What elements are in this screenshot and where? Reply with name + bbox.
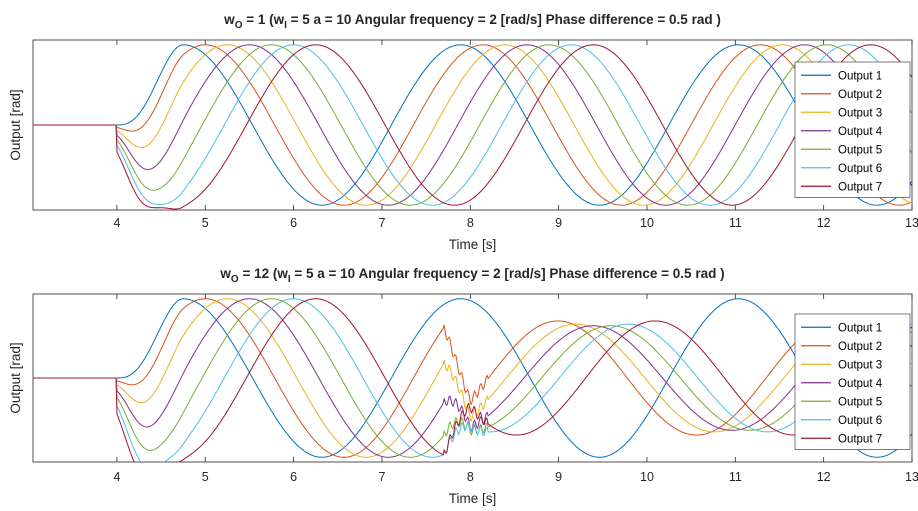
x-tick-label: 10 [640,216,654,230]
x-axis-label: Time [s] [449,491,497,506]
series-line-3 [33,298,912,458]
series-line-6 [33,44,912,206]
x-axis-label: Time [s] [449,237,497,252]
legend-label: Output 7 [838,433,882,445]
y-axis-label: Output [rad] [8,89,23,160]
legend-label: Output 5 [838,396,882,408]
legend-label: Output 1 [838,322,882,334]
x-tick-label: 11 [729,470,742,484]
plot-area [32,39,913,211]
x-tick-label: 13 [905,216,918,230]
x-tick-label: 13 [905,470,918,484]
series-line-2 [33,44,912,206]
x-tick-label: 8 [467,470,474,484]
series-line-4 [33,44,912,206]
chart-title: wO = 12 (wI = 5 a = 10 Angular frequency… [219,266,724,285]
series-line-5 [33,298,912,458]
legend-label: Output 6 [838,163,882,175]
x-tick-label: 4 [113,470,120,484]
series-line-1 [33,44,912,206]
x-tick-label: 9 [555,216,562,230]
legend-label: Output 1 [838,70,882,82]
chart-title: wO = 1 (wI = 5 a = 10 Angular frequency … [223,12,721,31]
legend-label: Output 6 [838,415,882,427]
legend-label: Output 4 [838,126,883,138]
series-line-1 [33,298,912,458]
y-axis-label: Output [rad] [8,342,23,413]
legend: Output 1 Output 2 Output 3 Output 4 Output 5… [794,313,911,450]
legend-label: Output 7 [838,181,882,193]
x-tick-label: 4 [113,216,120,230]
series-line-2 [33,298,912,458]
legend-label: Output 3 [838,359,882,371]
x-tick-label: 7 [378,216,385,230]
series-line-3 [33,44,912,206]
x-tick-label: 9 [555,470,562,484]
series-line-5 [33,44,912,206]
legend: Output 1 Output 2 Output 3 Output 4 Output 5… [794,61,911,198]
x-tick-label: 5 [202,470,209,484]
x-tick-label: 12 [817,216,831,230]
legend-label: Output 4 [838,378,883,390]
legend-label: Output 2 [838,89,882,101]
series-line-6 [33,298,912,462]
x-tick-label: 12 [817,470,831,484]
legend-label: Output 3 [838,107,882,119]
series-line-7 [33,44,912,210]
x-tick-label: 11 [729,216,742,230]
chart-top: wO = 1 (wI = 5 a = 10 Angular frequency … [8,12,918,252]
x-tick-label: 6 [290,470,297,484]
x-tick-label: 10 [640,470,654,484]
series-line-7 [33,298,912,462]
legend-label: Output 5 [838,144,882,156]
x-tick-label: 6 [290,216,297,230]
x-tick-label: 7 [378,470,385,484]
legend-label: Output 2 [838,341,882,353]
chart-bottom: wO = 12 (wI = 5 a = 10 Angular frequency… [8,266,918,506]
x-tick-label: 8 [467,216,474,230]
x-tick-label: 5 [202,216,209,230]
